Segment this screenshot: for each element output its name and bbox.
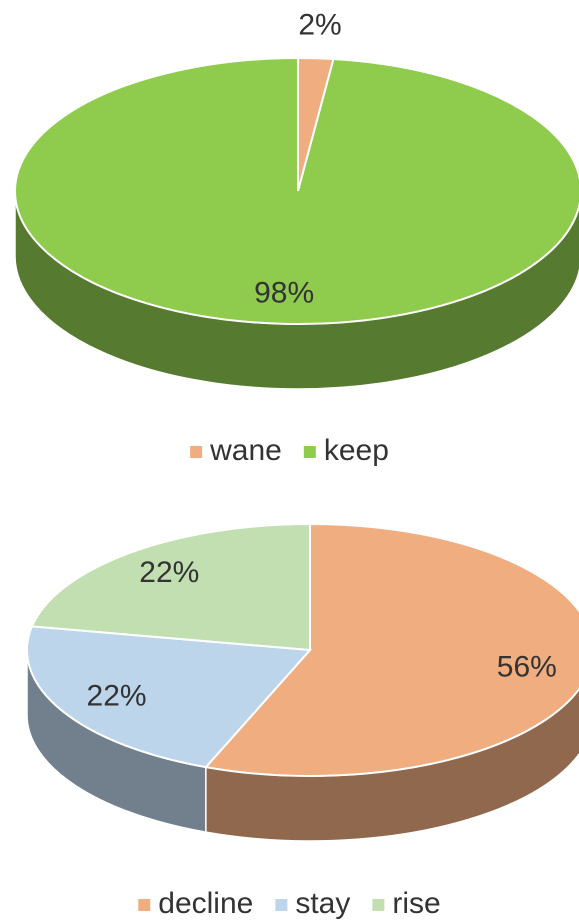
- legend-label: rise: [392, 887, 440, 920]
- pie-chart: 2% 98% wane keep: [14, 8, 579, 467]
- legend: wane keep: [190, 434, 389, 467]
- legend-label: keep: [324, 434, 389, 467]
- legend-swatch: [372, 899, 385, 911]
- pie-slice: [203, 522, 579, 777]
- legend-swatch: [190, 446, 203, 458]
- pie-slice: [14, 56, 579, 325]
- pie-chart: 56% 22% 22% decline stay rise: [26, 522, 579, 920]
- legend-label: wane: [209, 434, 282, 467]
- data-label: 98%: [254, 276, 314, 309]
- legend-label: decline: [158, 887, 253, 920]
- legend-swatch: [138, 899, 151, 911]
- legend: decline stay rise: [138, 887, 441, 920]
- data-label: 2%: [298, 8, 341, 41]
- pie-slice: [26, 625, 313, 769]
- legend-swatch: [303, 446, 316, 458]
- legend-label: stay: [295, 887, 350, 920]
- data-label: 22%: [87, 679, 147, 712]
- legend-swatch: [275, 899, 288, 911]
- data-label: 56%: [497, 650, 557, 683]
- data-label: 22%: [139, 556, 199, 589]
- pie-slice: [30, 522, 311, 652]
